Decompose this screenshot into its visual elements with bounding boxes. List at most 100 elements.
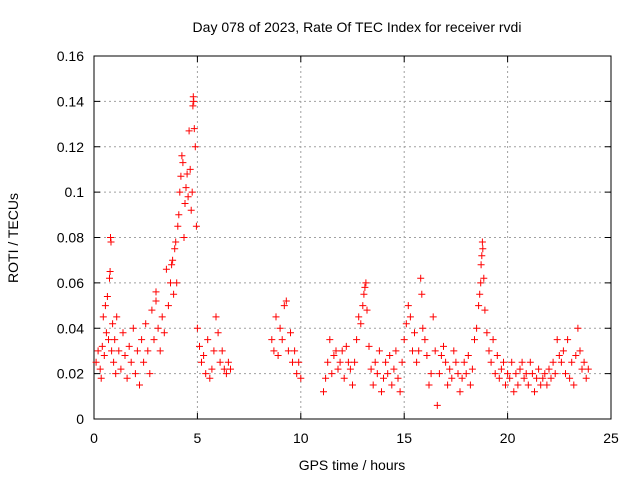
data-point bbox=[127, 358, 135, 366]
data-point bbox=[555, 352, 563, 359]
data-point bbox=[191, 143, 199, 151]
data-point bbox=[99, 313, 107, 321]
data-point bbox=[202, 370, 210, 378]
data-point bbox=[413, 358, 421, 366]
data-point bbox=[174, 222, 182, 230]
data-point bbox=[224, 358, 232, 366]
data-point bbox=[382, 358, 390, 366]
data-point bbox=[187, 206, 195, 214]
data-point bbox=[477, 261, 485, 269]
data-point bbox=[186, 165, 194, 173]
data-point bbox=[367, 365, 375, 373]
data-point bbox=[369, 381, 377, 389]
data-point bbox=[398, 358, 406, 366]
data-point bbox=[160, 329, 168, 337]
data-point bbox=[287, 329, 294, 337]
data-point bbox=[293, 370, 301, 378]
data-point bbox=[322, 374, 330, 382]
data-point bbox=[365, 342, 373, 350]
data-point bbox=[574, 324, 582, 332]
data-point bbox=[328, 370, 336, 378]
data-point bbox=[522, 370, 530, 378]
data-point bbox=[584, 365, 592, 373]
data-point bbox=[109, 320, 117, 328]
data-point bbox=[282, 297, 290, 305]
data-point bbox=[475, 302, 483, 310]
data-point bbox=[429, 313, 437, 321]
data-point bbox=[115, 347, 123, 355]
data-point bbox=[150, 336, 158, 344]
data-point bbox=[148, 306, 156, 314]
data-point bbox=[177, 172, 185, 180]
data-point bbox=[491, 370, 499, 378]
data-point bbox=[222, 370, 230, 378]
data-point bbox=[466, 381, 474, 389]
data-point bbox=[342, 342, 350, 350]
data-point bbox=[178, 152, 186, 160]
data-point bbox=[478, 238, 486, 246]
data-point bbox=[189, 102, 197, 110]
data-point bbox=[274, 352, 282, 359]
y-tick-label: 0.08 bbox=[57, 230, 84, 246]
data-point bbox=[278, 336, 286, 344]
data-point bbox=[119, 329, 127, 337]
data-point bbox=[94, 347, 102, 355]
data-point bbox=[136, 381, 143, 389]
data-point bbox=[477, 279, 485, 287]
data-point bbox=[418, 290, 426, 298]
data-point bbox=[188, 188, 196, 196]
data-point bbox=[204, 336, 212, 344]
data-point bbox=[297, 374, 305, 382]
data-point bbox=[158, 313, 166, 321]
data-point bbox=[485, 347, 493, 355]
data-point bbox=[425, 381, 433, 389]
data-point bbox=[344, 358, 352, 366]
data-point bbox=[123, 374, 131, 382]
data-point bbox=[173, 279, 181, 287]
data-point bbox=[468, 365, 476, 373]
data-point bbox=[179, 159, 187, 167]
data-point bbox=[545, 365, 553, 373]
data-point bbox=[392, 347, 400, 355]
data-point bbox=[493, 352, 501, 359]
data-point bbox=[162, 265, 170, 273]
data-point bbox=[176, 188, 184, 196]
data-point bbox=[442, 358, 450, 366]
data-point bbox=[572, 352, 580, 359]
data-point bbox=[180, 234, 188, 241]
chart-title: Day 078 of 2023, Rate Of TEC Index for r… bbox=[193, 19, 522, 35]
data-point bbox=[543, 381, 551, 389]
data-point bbox=[384, 370, 392, 378]
data-point bbox=[125, 342, 133, 350]
data-point bbox=[268, 336, 276, 344]
data-point bbox=[431, 347, 439, 355]
data-point bbox=[346, 365, 354, 373]
data-point bbox=[541, 370, 549, 378]
data-point bbox=[506, 374, 514, 382]
data-point bbox=[110, 358, 118, 366]
data-point bbox=[402, 320, 410, 328]
data-point bbox=[100, 352, 108, 359]
x-axis-title: GPS time / hours bbox=[299, 457, 406, 473]
data-point bbox=[97, 374, 105, 382]
data-point bbox=[444, 381, 452, 389]
data-point bbox=[576, 347, 584, 355]
data-point bbox=[340, 374, 348, 382]
data-point bbox=[182, 184, 190, 192]
data-point bbox=[537, 381, 545, 389]
data-point bbox=[156, 347, 164, 355]
data-point bbox=[516, 365, 524, 373]
data-point bbox=[564, 336, 572, 344]
y-tick-label: 0.02 bbox=[57, 366, 84, 382]
data-point bbox=[440, 342, 447, 350]
data-point bbox=[553, 336, 561, 344]
data-point bbox=[107, 238, 115, 246]
data-point bbox=[473, 324, 481, 332]
data-point bbox=[206, 374, 214, 382]
data-point bbox=[171, 245, 179, 253]
data-point bbox=[512, 370, 520, 378]
data-point bbox=[363, 306, 371, 314]
data-point bbox=[324, 358, 332, 366]
data-point bbox=[295, 358, 303, 366]
